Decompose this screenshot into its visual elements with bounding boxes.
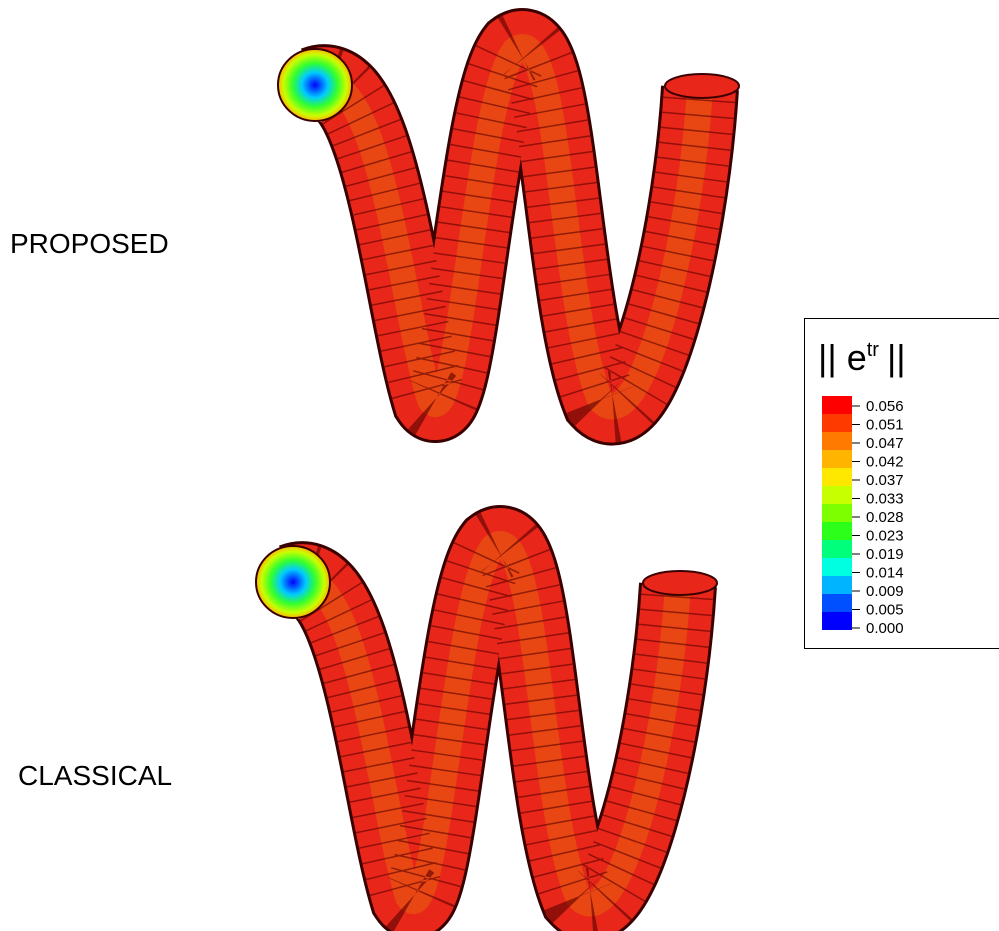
- legend-value: 0.014: [866, 565, 904, 582]
- legend-swatch: [822, 558, 852, 576]
- legend-title: || etr ||: [818, 337, 906, 378]
- legend-swatch: [822, 414, 852, 432]
- legend-swatch: [822, 468, 852, 486]
- legend-swatch: [822, 612, 852, 630]
- legend-title-sup: tr: [867, 339, 880, 361]
- legend-swatch: [822, 594, 852, 612]
- legend-swatch: [822, 450, 852, 468]
- legend-swatch: [822, 540, 852, 558]
- legend-value: 0.037: [866, 472, 904, 489]
- legend-swatch: [822, 432, 852, 450]
- legend-value: 0.023: [866, 528, 904, 545]
- legend-value: 0.005: [866, 602, 904, 619]
- legend-value: 0.028: [866, 509, 904, 526]
- legend-value: 0.056: [866, 398, 904, 415]
- legend-swatch: [822, 486, 852, 504]
- label-proposed: PROPOSED: [10, 228, 169, 259]
- legend-swatch: [822, 576, 852, 594]
- legend-swatch: [822, 396, 852, 414]
- legend-value: 0.042: [866, 454, 904, 471]
- legend-swatch: [822, 522, 852, 540]
- legend-title-text: || e: [818, 337, 867, 378]
- legend-value: 0.033: [866, 491, 904, 508]
- legend-title-end: ||: [887, 337, 906, 378]
- label-classical: CLASSICAL: [18, 760, 173, 791]
- spring-proposed: [278, 47, 739, 407]
- legend-swatch: [822, 504, 852, 522]
- spring-classical: [256, 544, 717, 904]
- legend-value: 0.000: [866, 620, 904, 637]
- legend-value: 0.019: [866, 546, 904, 563]
- legend-value: 0.047: [866, 435, 904, 452]
- legend-value: 0.009: [866, 583, 904, 600]
- legend-value: 0.051: [866, 417, 904, 434]
